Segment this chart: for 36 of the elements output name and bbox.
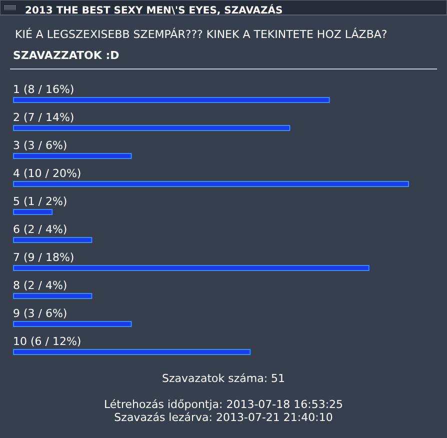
data-label: (1 / 2%) <box>23 195 68 208</box>
bar <box>13 321 132 327</box>
y-tick-label: 6 <box>13 223 20 236</box>
chart-subtitle: KIÉ A LEGSZEXISEBB SZEMPÁR??? KINEK A TEKINTETE HOZ LÁZBA? <box>15 27 388 41</box>
y-tick-label: 4 <box>13 167 20 180</box>
y-tick-label: 10 <box>13 335 27 348</box>
data-label: (3 / 6%) <box>23 139 68 152</box>
y-tick-label: 3 <box>13 139 20 152</box>
data-label: (2 / 4%) <box>23 223 68 236</box>
bar <box>13 265 370 271</box>
text: SZAVAZZATOK :D <box>13 49 120 62</box>
bar <box>13 293 92 299</box>
bar <box>13 237 92 243</box>
y-tick-label: 1 <box>13 83 20 96</box>
y-tick-label: 9 <box>13 307 20 320</box>
bar <box>13 153 132 159</box>
bar <box>13 209 53 215</box>
bar <box>13 349 251 355</box>
bar <box>13 97 330 103</box>
y-tick-label: 5 <box>13 195 20 208</box>
data-label: (6 / 12%) <box>30 335 82 348</box>
data-label: (7 / 14%) <box>23 111 74 124</box>
text: Létrehozás időpontja: 2013-07-18 16:53:25 <box>104 398 344 411</box>
text: Szavazás lezárva: 2013-07-21 21:40:10 <box>114 411 333 424</box>
data-label: (2 / 4%) <box>23 279 68 292</box>
y-tick-label: 2 <box>13 111 20 124</box>
bar <box>13 181 409 187</box>
data-label: (10 / 20%) <box>23 167 82 180</box>
text: Szavazatok száma: 51 <box>162 372 286 385</box>
y-tick-label: 7 <box>13 251 20 264</box>
chart-title: 2013 THE BEST SEXY MEN\'S EYES, SZAVAZÁS <box>25 4 283 16</box>
bar <box>13 125 290 131</box>
data-label: (8 / 16%) <box>23 83 74 96</box>
data-label: (9 / 18%) <box>23 251 74 264</box>
data-label: (3 / 6%) <box>23 307 68 320</box>
y-tick-label: 8 <box>13 279 20 292</box>
